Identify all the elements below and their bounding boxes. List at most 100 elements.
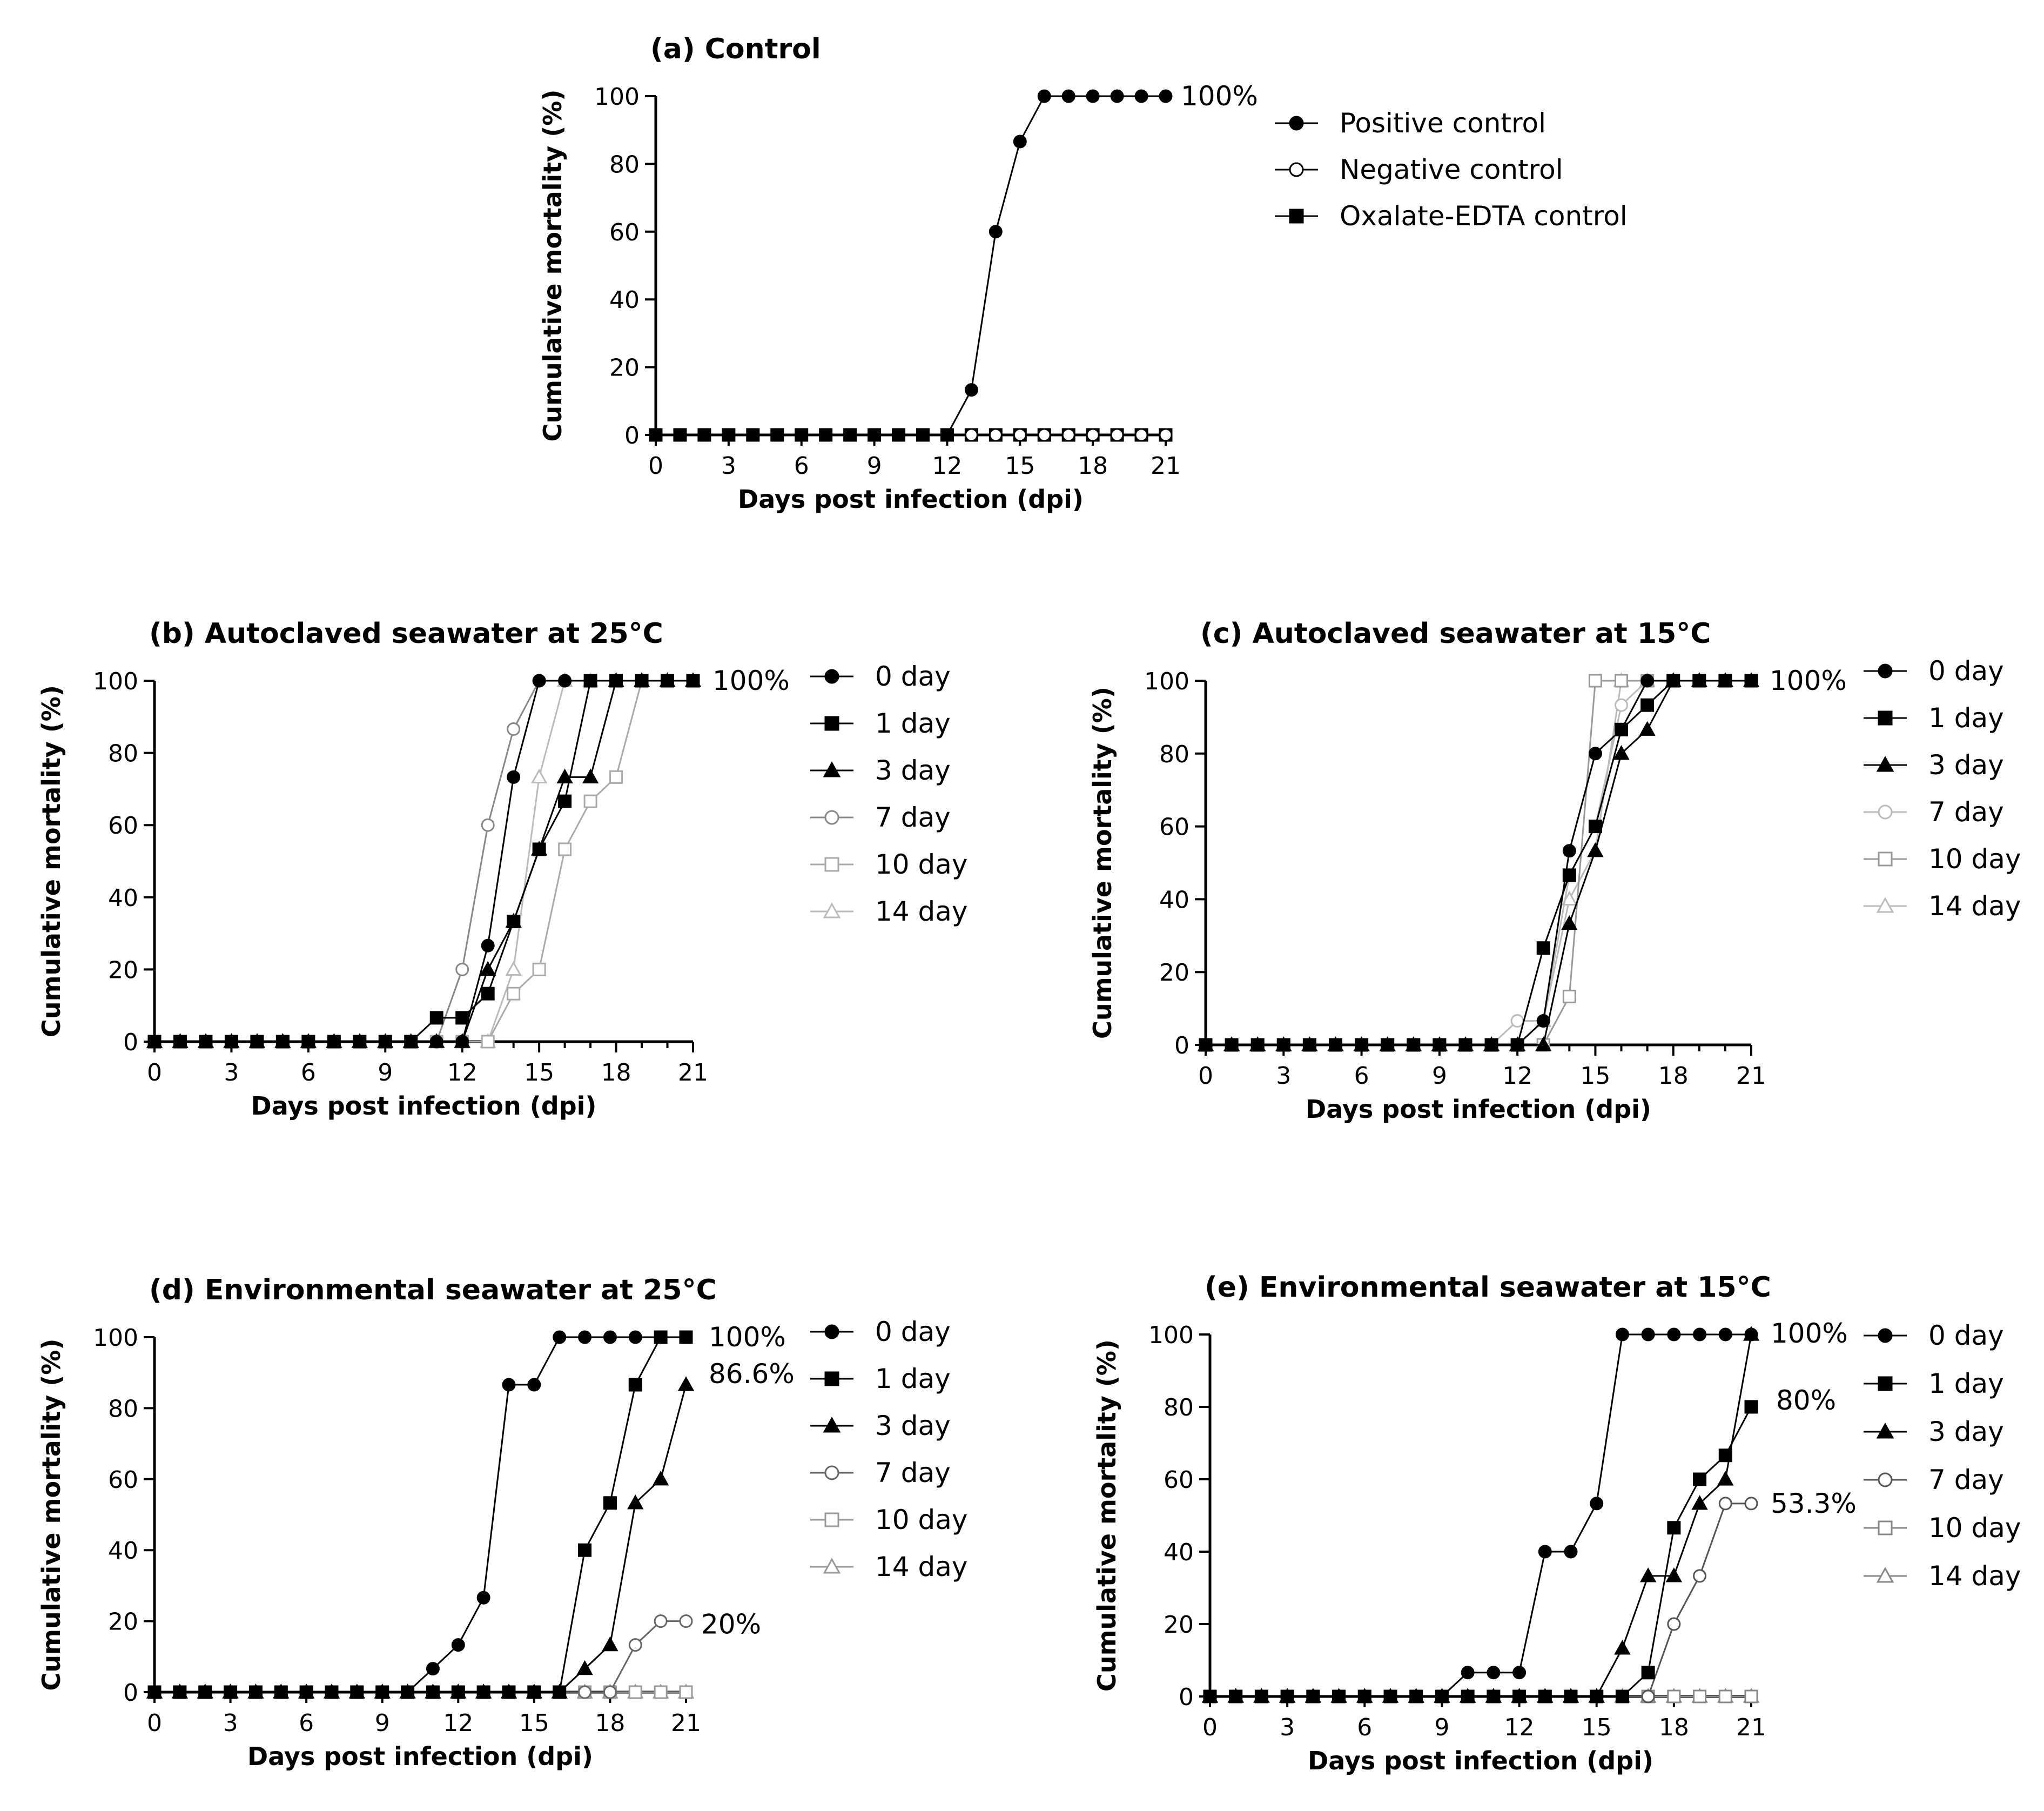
legend: Positive control Negative control Oxalate-… xyxy=(1275,108,1628,232)
data-point xyxy=(1134,428,1148,442)
data-point xyxy=(353,1035,367,1049)
legend-marker xyxy=(1876,897,1894,913)
data-point xyxy=(1435,1689,1449,1703)
end-value-label: 100% xyxy=(709,1322,786,1353)
legend-label: Negative control xyxy=(1340,154,1563,185)
data-point xyxy=(556,768,573,783)
y-tick-label: 100 xyxy=(594,83,640,111)
data-point xyxy=(481,1035,495,1049)
data-point xyxy=(426,1662,440,1676)
data-point xyxy=(1110,89,1124,103)
chart-panel-c: (c) Autoclaved seawater at 15°C020406080… xyxy=(1088,618,2021,1124)
legend-marker xyxy=(1289,116,1304,131)
legend: 0 day 1 day 3 day 7 day 10 day 14 day xyxy=(810,1316,967,1582)
data-point xyxy=(532,674,546,688)
legend-marker xyxy=(824,1512,839,1527)
x-tick-label: 18 xyxy=(1658,1062,1689,1090)
legend-label: Positive control xyxy=(1340,108,1546,139)
x-tick-label: 18 xyxy=(595,1709,625,1737)
data-point xyxy=(697,428,711,442)
data-point xyxy=(198,1685,212,1699)
data-point xyxy=(722,428,736,442)
series-line xyxy=(154,680,693,1043)
legend-label: Oxalate-EDTA control xyxy=(1340,200,1628,232)
data-point xyxy=(654,1330,668,1344)
data-point xyxy=(1383,1689,1397,1703)
series-0-day xyxy=(147,674,700,1049)
series-7-day xyxy=(147,674,700,1049)
data-point xyxy=(795,428,809,442)
data-point xyxy=(455,1011,469,1025)
legend: 0 day 1 day 3 day 7 day 10 day 14 day xyxy=(1864,1320,2021,1592)
series-line xyxy=(1206,680,1751,1046)
data-point xyxy=(1013,428,1027,442)
legend-marker xyxy=(823,1558,841,1574)
y-tick-label: 40 xyxy=(108,884,138,912)
series-line xyxy=(154,680,693,1043)
chart-panel-a: (a) Control 0 20 40 60 80 100 0 3 6 9 12 15 18 21 Days … xyxy=(538,33,1628,514)
data-point xyxy=(1667,1689,1681,1703)
series-3-day xyxy=(146,1376,695,1699)
legend-label: 1 day xyxy=(1928,1368,2004,1399)
data-point xyxy=(654,1685,668,1699)
data-point xyxy=(455,962,469,976)
data-point xyxy=(609,674,623,688)
series-7-day xyxy=(1199,674,1758,1052)
y-tick-label: 60 xyxy=(108,1466,138,1494)
x-tick-label: 12 xyxy=(1502,1062,1532,1090)
legend-marker xyxy=(1878,851,1893,867)
data-point xyxy=(426,1685,440,1699)
legend-marker xyxy=(1878,804,1893,820)
x-axis-label: Days post infection (dpi) xyxy=(1306,1095,1651,1124)
data-point xyxy=(1692,674,1706,688)
data-point xyxy=(628,1330,642,1344)
data-point xyxy=(1665,1567,1683,1582)
data-point xyxy=(652,1471,669,1486)
x-tick-label: 3 xyxy=(721,452,736,480)
legend-marker xyxy=(824,810,839,825)
series-line xyxy=(1206,680,1751,1046)
legend-marker xyxy=(1878,1472,1893,1487)
x-tick-label: 6 xyxy=(794,452,809,480)
legend: 0 day 1 day 3 day 7 day 10 day 14 day xyxy=(1864,655,2021,922)
data-point xyxy=(1718,1448,1732,1463)
legend-label: 7 day xyxy=(875,802,951,833)
data-point xyxy=(1615,1327,1629,1342)
data-point xyxy=(327,1035,341,1049)
data-point xyxy=(1306,1689,1320,1703)
data-point xyxy=(583,794,597,808)
data-point xyxy=(635,674,649,688)
data-point xyxy=(1615,674,1629,688)
data-point xyxy=(1487,1666,1501,1680)
data-point xyxy=(558,674,572,688)
x-tick-label: 6 xyxy=(1357,1714,1372,1741)
legend-label: 0 day xyxy=(875,661,951,692)
data-point xyxy=(1718,1327,1732,1342)
legend-label: 3 day xyxy=(875,1410,951,1441)
series-line xyxy=(154,1336,686,1693)
x-tick-label: 12 xyxy=(443,1709,473,1737)
chart-panel-d: (d) Environmental seawater at 25°C 0 20 40 6… xyxy=(37,1274,967,1771)
legend-marker xyxy=(823,902,841,918)
data-point xyxy=(1037,89,1051,103)
data-point xyxy=(199,1035,213,1049)
data-point xyxy=(1536,941,1550,955)
data-point xyxy=(582,768,599,783)
series-10-day xyxy=(147,674,700,1049)
x-tick-label: 15 xyxy=(519,1709,549,1737)
end-value-label: 53.3% xyxy=(1771,1488,1857,1519)
data-point xyxy=(1433,1038,1447,1052)
data-point xyxy=(602,1636,618,1652)
legend-marker xyxy=(1878,1520,1893,1535)
data-point xyxy=(1037,428,1051,442)
data-point xyxy=(147,1685,162,1699)
data-point xyxy=(1564,1545,1578,1559)
data-point xyxy=(1332,1689,1346,1703)
data-point xyxy=(173,1035,187,1049)
y-tick-label: 20 xyxy=(108,956,138,984)
data-point xyxy=(1640,698,1655,712)
data-point xyxy=(248,1685,263,1699)
y-axis-label: Cumulative mortality (%) xyxy=(37,685,66,1037)
data-point xyxy=(1487,1689,1501,1703)
data-point xyxy=(1510,1038,1524,1052)
